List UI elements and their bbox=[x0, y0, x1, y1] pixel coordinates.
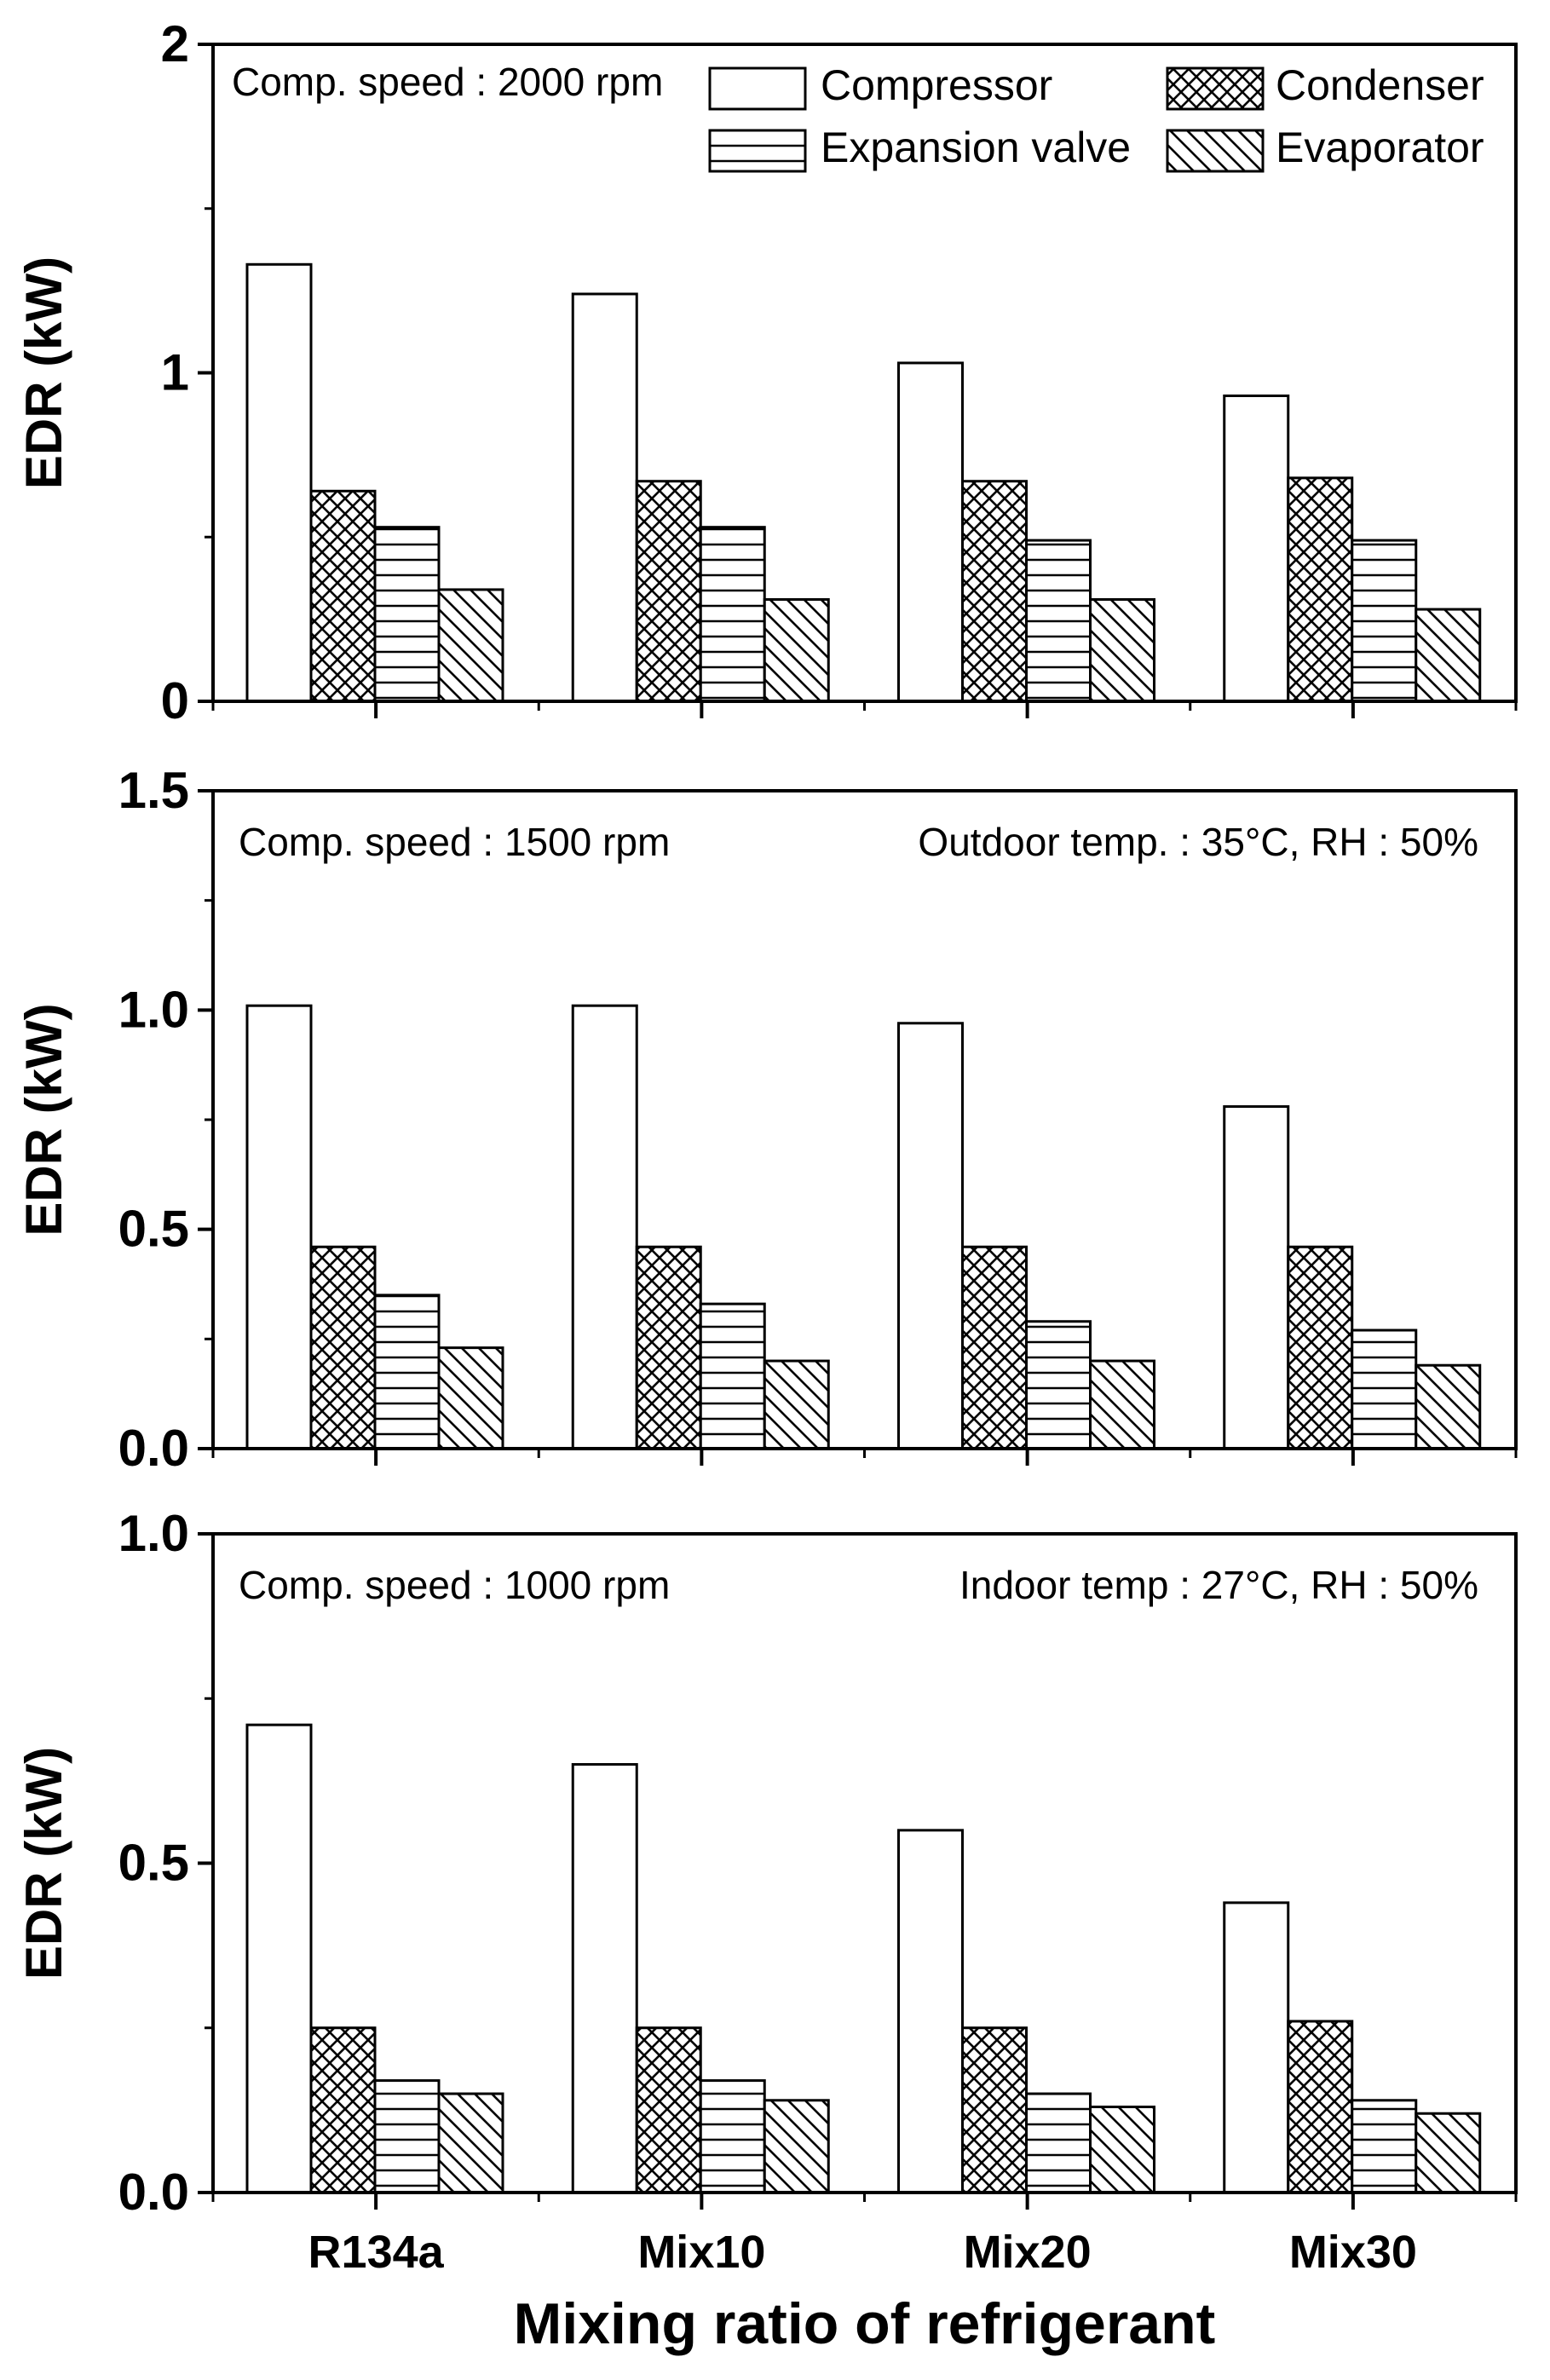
legend-label-expansion-valve: Expansion valve bbox=[821, 124, 1131, 171]
bar-compressor-r134a bbox=[245, 1723, 313, 2194]
bar-compressor-mix20 bbox=[897, 1829, 964, 2194]
bar-evaporator-r134a bbox=[437, 588, 504, 703]
x-tick-label-mix30: Mix30 bbox=[1289, 2227, 1417, 2278]
bar-expansion-valve-mix10 bbox=[699, 2079, 766, 2194]
bar-compressor-mix20 bbox=[897, 361, 964, 703]
bar-compressor-r134a bbox=[245, 1004, 313, 1450]
y-axis-title: EDR (kW) bbox=[15, 1747, 72, 1979]
y-tick-label: 2 bbox=[161, 15, 189, 72]
x-tick-label-mix10: Mix10 bbox=[637, 2227, 765, 2278]
bar-compressor-mix30 bbox=[1223, 1105, 1290, 1450]
bar-evaporator-r134a bbox=[437, 1346, 504, 1450]
y-axis-title: EDR (kW) bbox=[15, 1003, 72, 1236]
bar-evaporator-mix10 bbox=[763, 2099, 830, 2194]
legend-swatch-compressor bbox=[708, 66, 807, 111]
bar-compressor-mix10 bbox=[571, 1004, 638, 1450]
y-axis-title: EDR (kW) bbox=[15, 256, 72, 489]
bar-expansion-valve-mix20 bbox=[1025, 539, 1092, 703]
bar-condenser-mix10 bbox=[635, 1245, 702, 1450]
legend-label-condenser: Condenser bbox=[1276, 61, 1484, 109]
y-tick-label: 1.0 bbox=[118, 1505, 189, 1562]
annotation-speed: Comp. speed : 2000 rpm bbox=[232, 60, 663, 104]
bar-compressor-mix10 bbox=[571, 1763, 638, 2194]
bar-condenser-r134a bbox=[309, 489, 377, 703]
bar-expansion-valve-mix30 bbox=[1351, 539, 1418, 703]
bar-compressor-mix20 bbox=[897, 1022, 964, 1450]
bar-evaporator-mix30 bbox=[1415, 2112, 1482, 2194]
y-tick-label: 0.0 bbox=[118, 2164, 189, 2221]
bar-condenser-mix20 bbox=[961, 480, 1028, 703]
bar-expansion-valve-mix30 bbox=[1351, 1328, 1418, 1450]
bar-condenser-r134a bbox=[309, 2026, 377, 2194]
bar-evaporator-mix30 bbox=[1415, 1363, 1482, 1450]
y-tick-label: 0.5 bbox=[118, 1835, 189, 1892]
bar-expansion-valve-r134a bbox=[373, 1294, 441, 1450]
x-tick-label-r134a: R134a bbox=[308, 2227, 445, 2278]
panel-2: 0.0 0.5 1.0 1.5 EDR (kW) Comp. speed : 1500 r… bbox=[15, 762, 1518, 1477]
bar-expansion-valve-mix20 bbox=[1025, 2092, 1092, 2194]
y-tick-label: 1.5 bbox=[118, 762, 189, 819]
bar-evaporator-mix10 bbox=[763, 1359, 830, 1450]
bar-condenser-mix30 bbox=[1287, 2020, 1354, 2194]
y-tick-label: 1.0 bbox=[118, 981, 189, 1038]
y-tick-label: 0.5 bbox=[118, 1201, 189, 1258]
bar-condenser-r134a bbox=[309, 1245, 377, 1450]
bar-condenser-mix10 bbox=[635, 480, 702, 703]
legend: Compressor Condenser Expansion valve Evapor… bbox=[708, 61, 1484, 173]
annotation-condition: Outdoor temp. : 35°C, RH : 50% bbox=[918, 820, 1478, 864]
bar-expansion-valve-r134a bbox=[373, 526, 441, 703]
legend-swatch-expansion-valve bbox=[708, 129, 807, 173]
x-axis-title: Mixing ratio of refrigerant bbox=[514, 2291, 1216, 2356]
bar-condenser-mix20 bbox=[961, 2026, 1028, 2194]
bar-condenser-mix30 bbox=[1287, 476, 1354, 703]
bar-evaporator-r134a bbox=[437, 2092, 504, 2194]
annotation-speed: Comp. speed : 1500 rpm bbox=[239, 820, 670, 864]
bar-evaporator-mix10 bbox=[763, 597, 830, 703]
x-tick-label-mix20: Mix20 bbox=[964, 2227, 1092, 2278]
bar-expansion-valve-r134a bbox=[373, 2079, 441, 2194]
bar-compressor-mix10 bbox=[571, 292, 638, 703]
legend-label-compressor: Compressor bbox=[821, 61, 1052, 109]
legend-swatch-evaporator bbox=[1166, 129, 1265, 173]
panel-3: 0.0 0.5 1.0 EDR (kW) Comp. speed : 1000 rpm I… bbox=[15, 1505, 1518, 2221]
annotation-speed: Comp. speed : 1000 rpm bbox=[239, 1563, 670, 1607]
bar-evaporator-mix20 bbox=[1089, 597, 1155, 703]
legend-swatch-condenser bbox=[1166, 66, 1265, 111]
chart-root: 0 1 2 EDR (kW) Comp. speed : 2000 rpm 0.0 0.5 1… bbox=[15, 15, 1518, 2356]
bar-evaporator-mix30 bbox=[1415, 608, 1482, 703]
bar-condenser-mix20 bbox=[961, 1245, 1028, 1450]
y-tick-label: 0.0 bbox=[118, 1420, 189, 1477]
bar-evaporator-mix20 bbox=[1089, 2106, 1155, 2194]
bar-compressor-mix30 bbox=[1223, 1901, 1290, 2194]
bar-expansion-valve-mix30 bbox=[1351, 2099, 1418, 2194]
y-tick-label: 0 bbox=[161, 672, 189, 729]
annotation-condition: Indoor temp : 27°C, RH : 50% bbox=[959, 1563, 1478, 1607]
bar-compressor-r134a bbox=[245, 262, 313, 703]
bar-evaporator-mix20 bbox=[1089, 1359, 1155, 1450]
legend-label-evaporator: Evaporator bbox=[1276, 124, 1484, 171]
bar-expansion-valve-mix10 bbox=[699, 1302, 766, 1450]
bar-condenser-mix30 bbox=[1287, 1245, 1354, 1450]
bar-compressor-mix30 bbox=[1223, 394, 1290, 703]
y-tick-label: 1 bbox=[161, 344, 189, 401]
bar-expansion-valve-mix10 bbox=[699, 526, 766, 703]
bar-condenser-mix10 bbox=[635, 2026, 702, 2194]
panel-1: 0 1 2 EDR (kW) Comp. speed : 2000 rpm bbox=[15, 15, 1518, 729]
bar-expansion-valve-mix20 bbox=[1025, 1320, 1092, 1450]
